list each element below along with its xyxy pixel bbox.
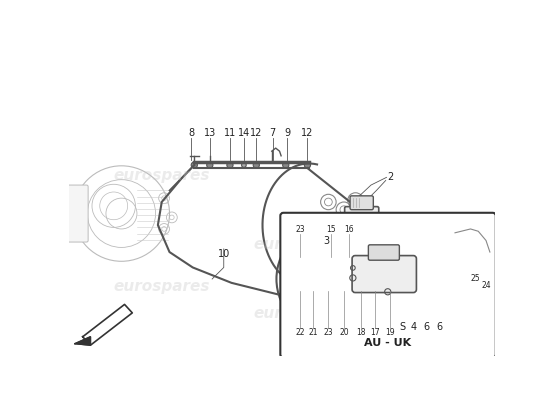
Text: AU - UK: AU - UK xyxy=(365,338,411,348)
Circle shape xyxy=(330,277,334,281)
Text: 23: 23 xyxy=(323,328,333,338)
Text: 6: 6 xyxy=(424,322,430,332)
Text: eurospares: eurospares xyxy=(113,279,210,294)
Circle shape xyxy=(283,162,289,168)
Text: 25: 25 xyxy=(471,274,481,283)
Text: 23: 23 xyxy=(296,225,305,234)
Text: 9: 9 xyxy=(284,128,290,138)
Text: 10: 10 xyxy=(218,249,230,259)
Polygon shape xyxy=(75,337,90,345)
Text: 11: 11 xyxy=(224,128,236,138)
Text: eurospares: eurospares xyxy=(253,237,349,252)
Text: 3: 3 xyxy=(323,236,329,246)
Text: eurospares: eurospares xyxy=(113,168,210,182)
Text: S: S xyxy=(399,322,405,332)
Text: 6: 6 xyxy=(436,322,442,332)
Text: eurospares: eurospares xyxy=(253,306,349,321)
Text: 14: 14 xyxy=(238,128,250,138)
Text: 2: 2 xyxy=(387,172,393,182)
Text: 19: 19 xyxy=(386,328,395,338)
Text: 15: 15 xyxy=(327,225,336,234)
Text: 16: 16 xyxy=(344,225,354,234)
Circle shape xyxy=(207,162,213,168)
FancyBboxPatch shape xyxy=(352,256,416,292)
FancyBboxPatch shape xyxy=(62,185,88,242)
Text: 18: 18 xyxy=(356,328,366,338)
Text: 1: 1 xyxy=(329,345,336,355)
Polygon shape xyxy=(82,304,133,345)
FancyBboxPatch shape xyxy=(368,245,399,260)
Text: 24: 24 xyxy=(482,281,491,290)
Circle shape xyxy=(304,162,311,168)
Text: 7: 7 xyxy=(270,128,276,138)
Circle shape xyxy=(227,162,233,168)
Circle shape xyxy=(253,162,260,168)
Circle shape xyxy=(241,163,246,167)
Text: 20: 20 xyxy=(339,328,349,338)
FancyBboxPatch shape xyxy=(345,207,379,233)
Text: 22: 22 xyxy=(296,328,305,338)
Text: 17: 17 xyxy=(370,328,380,338)
Text: 12: 12 xyxy=(301,128,314,138)
Text: 8: 8 xyxy=(188,128,194,138)
Text: 13: 13 xyxy=(204,128,216,138)
Text: 21: 21 xyxy=(308,328,318,338)
Text: 12: 12 xyxy=(250,128,262,138)
FancyBboxPatch shape xyxy=(400,248,444,298)
FancyBboxPatch shape xyxy=(350,196,373,210)
FancyBboxPatch shape xyxy=(280,213,496,358)
Circle shape xyxy=(191,162,197,168)
Text: 4: 4 xyxy=(410,322,417,332)
